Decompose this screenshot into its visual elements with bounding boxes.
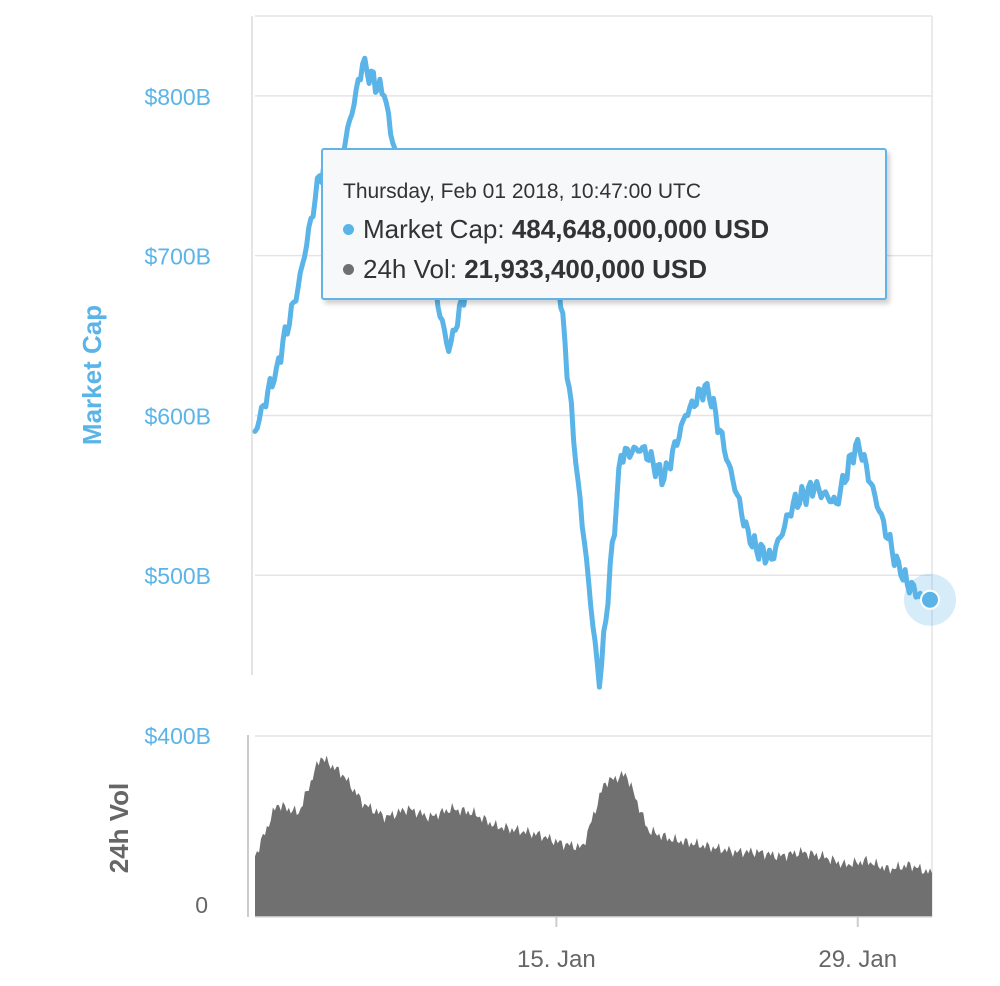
volume-panel [255, 755, 932, 918]
tooltip-market-cap-value: 484,648,000,000 USD [511, 214, 770, 244]
market-cap-dot-icon [343, 223, 354, 235]
tooltip-market-cap-label: Market Cap: [363, 214, 512, 244]
tooltip: Thursday, Feb 01 2018, 10:47:00 UTC Mark… [321, 148, 887, 300]
volume-area [255, 755, 932, 917]
y-axis-title-volume: 24h Vol [104, 783, 134, 874]
y-tick-label: $800B [144, 84, 211, 110]
tooltip-volume-value: 21,933,400,000 USD [464, 254, 708, 284]
tooltip-volume-row: 24h Vol: 21,933,400,000 USD [343, 254, 707, 285]
y-tick-label: $600B [144, 403, 211, 429]
x-tick-label: 29. Jan [818, 946, 897, 973]
tooltip-volume-label: 24h Vol: [363, 254, 465, 284]
y-tick-label: $700B [144, 244, 211, 270]
tooltip-market-cap-row: Market Cap: 484,648,000,000 USD [343, 214, 769, 245]
y-tick-label: $400B [144, 723, 211, 749]
market-cap-line [252, 55, 925, 690]
y-axis-title-market-cap: Market Cap [77, 305, 107, 445]
volume-dot-icon [343, 263, 354, 275]
x-tick-label: 15. Jan [517, 946, 596, 973]
highlight-marker[interactable] [904, 573, 956, 626]
tooltip-date: Thursday, Feb 01 2018, 10:47:00 UTC [343, 180, 701, 203]
highlight-point[interactable] [920, 589, 940, 610]
y-tick-label: $500B [144, 563, 211, 589]
x-tick-labels: 15. Jan 29. Jan [517, 917, 897, 973]
y-tick-labels: $400B $500B $600B $700B $800B 0 [144, 84, 211, 918]
y-tick-label: 0 [195, 892, 208, 918]
market-cap-panel [252, 55, 925, 690]
axis-titles: Market Cap 24h Vol [77, 305, 134, 873]
